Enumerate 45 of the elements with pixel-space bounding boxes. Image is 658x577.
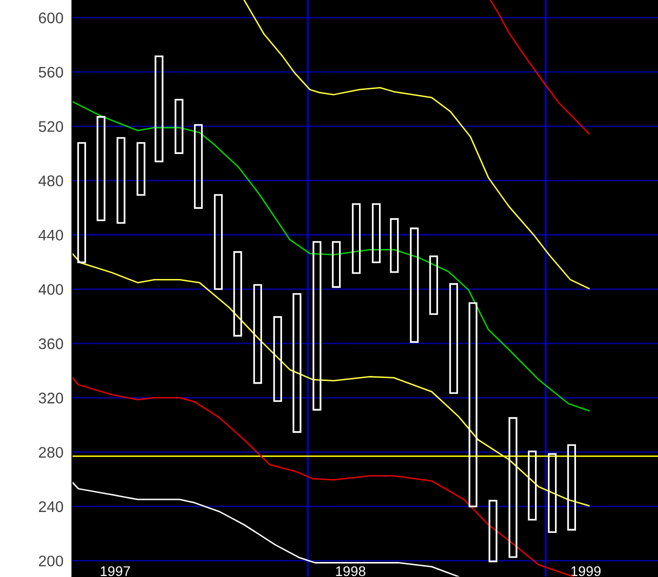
x-tick-label: 1999 [571,566,601,576]
y-tick-label: 200 [38,556,64,566]
line-series [72,100,590,412]
y-tick-label: 360 [38,338,64,350]
candlestick [174,98,184,154]
y-tick-label: 520 [38,121,64,132]
candlestick [292,293,302,433]
candlestick [390,218,399,273]
candlestick [194,124,203,209]
candlestick [116,137,126,224]
candlestick [567,444,576,531]
candlestick [332,241,341,288]
candlestick [77,142,86,264]
x-tick-label: 1998 [336,566,366,576]
candlestick [508,417,518,558]
line-series [72,482,460,577]
y-tick-label: 600 [38,12,64,24]
y-tick-label: 240 [38,501,64,512]
candlestick [449,283,458,394]
candlestick [352,203,361,274]
line-series [72,253,590,506]
y-tick-label: 320 [38,392,64,404]
candlestick [548,453,557,533]
line-series [490,0,590,134]
candlestick [410,228,419,343]
candlestick [488,500,498,562]
y-tick-label: 440 [38,230,64,241]
candlestick [273,316,282,402]
candlestick [468,302,478,508]
y-tick-label: 280 [38,446,64,458]
candlestick [136,142,146,196]
candlestick [96,116,106,222]
candlestick [429,255,438,315]
candlestick [214,194,223,290]
y-tick-label: 560 [38,66,64,78]
candlestick [253,284,262,384]
candlestick [312,241,322,411]
candlestick [233,251,242,337]
candlestick [154,56,164,162]
y-tick-label: 400 [38,284,64,295]
x-tick-label: 1997 [100,566,130,576]
candlestick [528,450,537,521]
y-tick-label: 480 [38,175,64,186]
candlestick [372,203,381,264]
line-series [243,0,590,290]
